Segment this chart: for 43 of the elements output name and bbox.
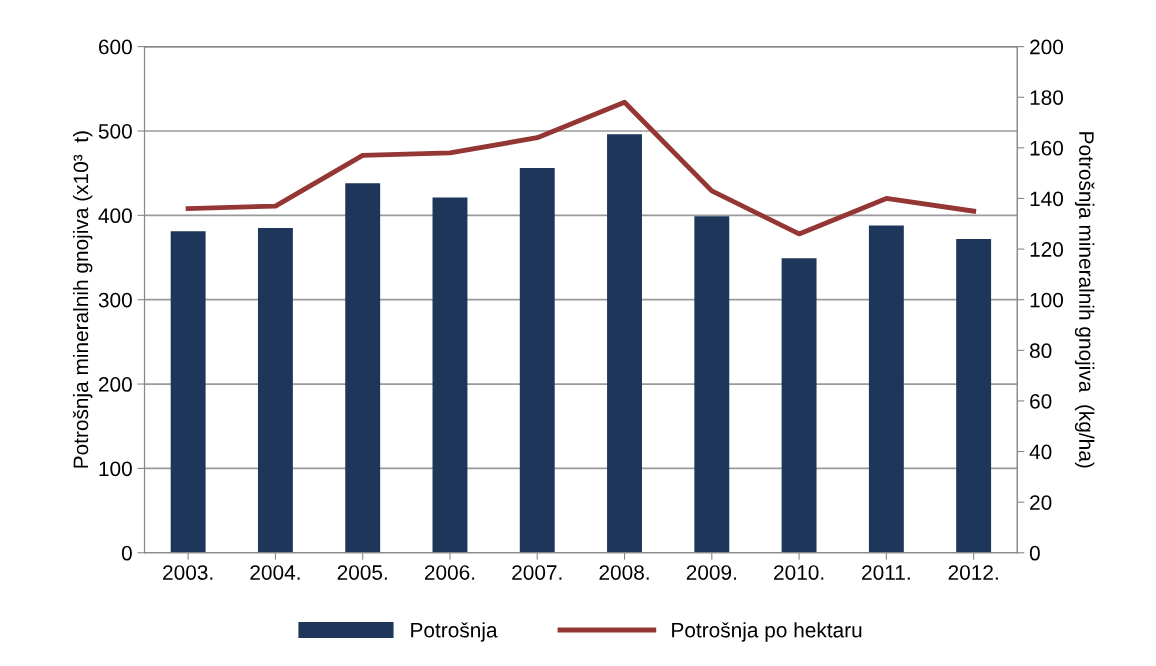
y2-tick-label: 120 [1030,242,1064,257]
bar [956,238,992,553]
bar [519,168,555,553]
y2-tick-label: 20 [1030,495,1052,510]
bar [781,258,817,553]
bar [432,197,468,553]
bar [694,216,730,553]
y-tick-label: 200 [98,377,132,392]
bar [868,225,904,553]
x-tick-label: 2008. [599,565,649,580]
bar [607,134,642,553]
y2-tick-label: 40 [1029,444,1052,460]
y2-tick-label: 200 [1030,39,1064,55]
y-tick-label: 500 [98,123,132,139]
legend-label: Potrošnja po hektaru [672,622,862,642]
y2-tick-label: 0 [1029,545,1040,561]
y-tick-label: 0 [121,545,132,561]
y-tick-label: 100 [99,461,132,477]
y2-tick-label: 180 [1030,90,1064,105]
y-tick-label: 600 [99,39,132,55]
bar [170,231,206,553]
x-tick-label: 2005. [337,565,387,580]
x-tick-label: 2006. [424,565,475,580]
y-axis-title: Potrošnja mineralnih gnojiva (x10³ t) [72,131,93,468]
x-tick-label: 2012. [948,565,998,580]
line-series [185,99,977,237]
bar [345,183,381,553]
x-tick-label: 2003. [163,565,213,580]
y2-tick-label: 160 [1030,140,1064,156]
y2-tick-label: 60 [1030,393,1052,409]
y2-tick-label: 140 [1030,191,1064,207]
x-tick-label: 2004. [250,565,300,580]
x-tick-label: 2011. [862,565,910,580]
y-tick-label: 400 [98,208,132,224]
legend-label: Potrošnja [411,622,498,642]
x-tick-label: 2010. [774,565,824,580]
y-tick-label: 300 [98,292,132,308]
y2-tick-label: 80 [1029,343,1052,359]
y2-axis-title: Potrošnja mineralnih gnojiva (kg/ha) [1074,132,1095,468]
x-tick-label: 2009. [686,565,736,580]
bar [257,227,293,553]
x-tick-label: 2007. [512,565,562,580]
y2-tick-label: 100 [1030,292,1064,308]
